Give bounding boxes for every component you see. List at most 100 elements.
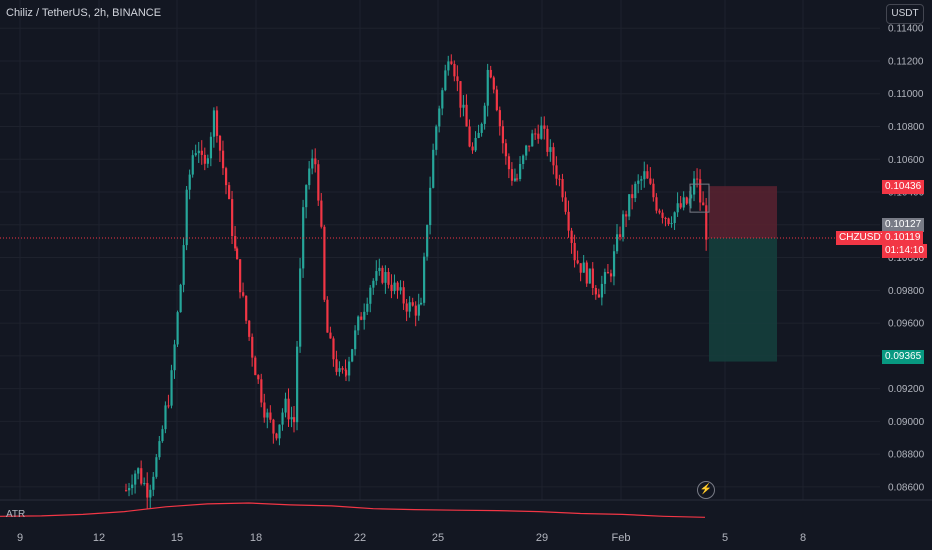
time-tick-label: Feb (612, 532, 631, 544)
candle-body (198, 151, 200, 153)
price-tick-label: 0.10800 (888, 122, 925, 133)
candle-body (622, 214, 624, 237)
candle-body (195, 153, 197, 155)
candle-body (393, 283, 395, 291)
candle-body (459, 81, 461, 108)
price-axis[interactable]: 0.086000.088000.090000.092000.094000.096… (888, 24, 925, 494)
candle-body (177, 312, 179, 344)
candle-body (702, 202, 704, 205)
candle-body (447, 61, 449, 70)
candle-body (441, 90, 443, 108)
candle-body (348, 361, 350, 375)
price-tick-label: 0.09200 (888, 384, 925, 395)
chart-grid (0, 0, 932, 500)
candle-body (254, 358, 256, 376)
candle-body (152, 477, 154, 490)
candle-body (661, 213, 663, 218)
candle-body (540, 125, 542, 138)
candle-body (299, 268, 301, 346)
candle-body (429, 188, 431, 225)
candle-body (435, 126, 437, 149)
candle-body (338, 368, 340, 372)
candle-body (646, 171, 648, 178)
candle-body (475, 138, 477, 150)
candle-body (472, 147, 474, 151)
candle-body (558, 179, 560, 180)
candle-body (490, 70, 492, 77)
candle-body (317, 164, 319, 200)
time-tick-label: 9 (17, 532, 23, 544)
candle-body (128, 488, 130, 490)
candle-body (465, 105, 467, 127)
candle-body (354, 330, 356, 349)
candle-body (134, 474, 136, 485)
candle-body (210, 137, 212, 159)
candle-body (236, 248, 238, 259)
candle-body (400, 287, 402, 290)
time-axis[interactable]: 9 12 15 18 22 25 29 Feb 5 8 (17, 532, 806, 544)
candle-body (583, 263, 585, 273)
candle-body (170, 370, 172, 405)
candle-body (242, 292, 244, 296)
candle-body (432, 150, 434, 188)
atr-indicator-label[interactable]: ATR (6, 509, 25, 520)
candle-body (640, 179, 642, 180)
candle-body (137, 468, 139, 473)
candle-body (189, 175, 191, 190)
currency-button[interactable]: USDT (886, 4, 924, 24)
candle-body (288, 399, 290, 420)
candle-body (592, 269, 594, 288)
candle-body (207, 158, 209, 163)
target-price-tag: 0.09365 (882, 350, 924, 364)
candle-body (668, 218, 670, 224)
time-tick-label: 12 (93, 532, 105, 544)
candle-body (568, 212, 570, 231)
candle-body (204, 155, 206, 164)
candle-body (543, 125, 545, 128)
time-tick-label: 18 (250, 532, 262, 544)
lightning-icon[interactable]: ⚡ (697, 481, 715, 499)
take-profit-zone[interactable] (709, 238, 777, 362)
candle-body (586, 263, 588, 284)
candle-body (284, 399, 286, 413)
candle-body (610, 273, 612, 276)
candle-body (564, 197, 566, 211)
stop-loss-zone[interactable] (709, 186, 777, 238)
candle-body (216, 110, 218, 136)
candle-body (155, 457, 157, 477)
candle-body (222, 151, 224, 169)
candle-body (291, 417, 293, 419)
candle-body (140, 468, 142, 483)
candle-body (484, 106, 486, 124)
candle-body (293, 417, 295, 422)
candle-body (499, 110, 501, 126)
countdown-tag: 01:14:10 (882, 244, 927, 258)
candle-body (260, 379, 262, 402)
atr-line (0, 503, 705, 517)
candle-body (604, 272, 606, 284)
candle-body (167, 405, 169, 406)
candle-body (378, 268, 380, 271)
candle-body (631, 194, 633, 198)
candle-body (468, 126, 470, 146)
price-tick-label: 0.11200 (888, 56, 924, 67)
candle-body (387, 272, 389, 285)
candle-body (351, 349, 353, 361)
candle-body (655, 197, 657, 210)
candle-body (219, 136, 221, 151)
candle-body (601, 284, 603, 298)
candle-body (278, 425, 280, 439)
candle-body (525, 146, 527, 156)
candle-body (580, 263, 582, 272)
candle-body (649, 178, 651, 183)
time-tick-label: 29 (536, 532, 548, 544)
candle-body (705, 205, 707, 239)
candle-body (183, 245, 185, 285)
candle-body (213, 110, 215, 136)
candle-body (149, 490, 151, 498)
candle-body (345, 370, 347, 375)
candle-body (248, 321, 250, 337)
candle-body (511, 169, 513, 181)
candle-body (409, 302, 411, 311)
